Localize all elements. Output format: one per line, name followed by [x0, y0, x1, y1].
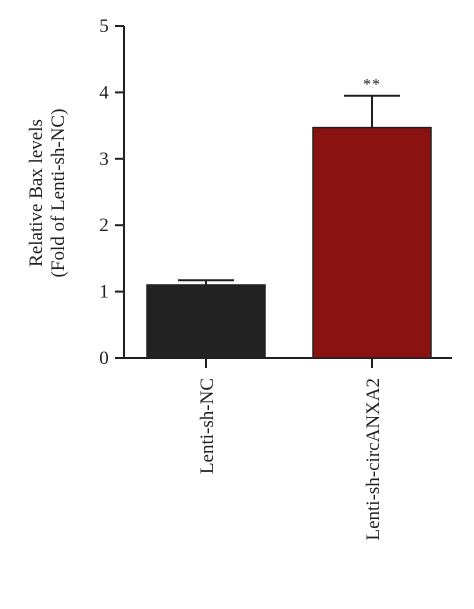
y-tick-label: 2 — [99, 215, 109, 236]
y-tick-label: 4 — [99, 82, 109, 103]
y-axis-title-line-2: (Fold of Lenti-sh-NC) — [48, 109, 69, 278]
y-axis-title-line-1: Relative Bax levels — [26, 119, 47, 267]
plot-area: 0 1 2 3 4 5 Lenti-sh-NC ** Lenti-sh-circANXA2 — [99, 16, 452, 541]
x-category-label-2: Lenti-sh-circANXA2 — [363, 378, 384, 541]
bar-1 — [146, 284, 266, 359]
y-tick-label: 3 — [99, 149, 109, 170]
x-category-label-1: Lenti-sh-NC — [197, 378, 218, 474]
y-axis-title: Relative Bax levels (Fold of Lenti-sh-NC… — [26, 109, 69, 278]
y-tick-label: 0 — [99, 348, 109, 369]
y-tick-label: 5 — [99, 16, 109, 37]
y-tick-label: 1 — [99, 282, 109, 303]
bar-2 — [312, 126, 432, 359]
significance-marker: ** — [363, 77, 381, 94]
